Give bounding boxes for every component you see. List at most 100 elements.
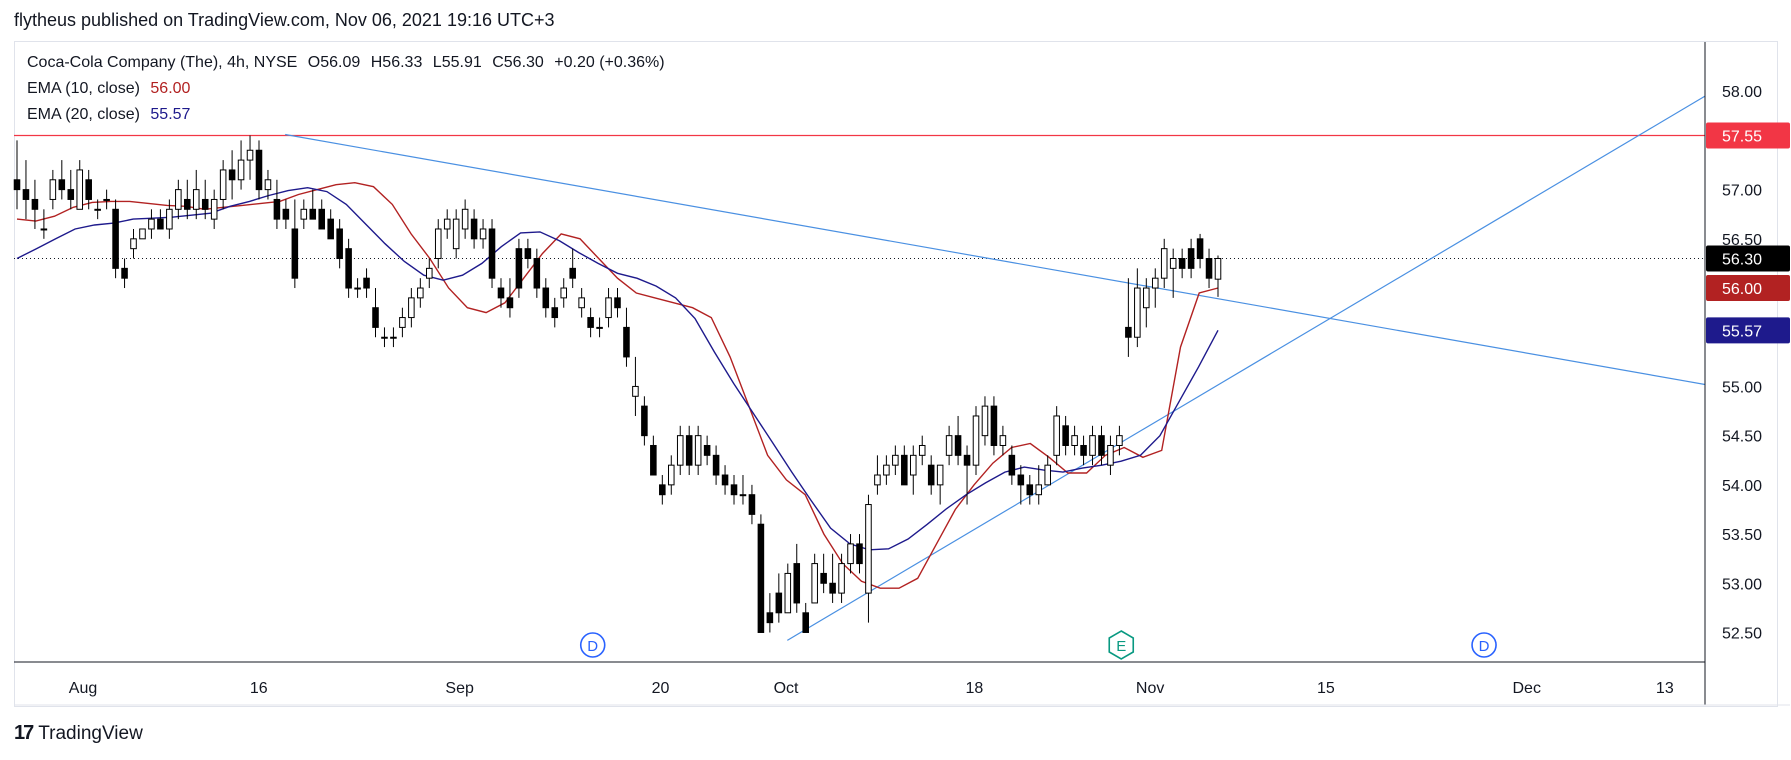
candle-body xyxy=(336,228,343,260)
candle-body xyxy=(470,218,478,240)
candle xyxy=(641,396,648,446)
candle xyxy=(659,475,666,505)
price-label-text: 56.30 xyxy=(1722,252,1762,269)
candle xyxy=(793,543,801,613)
candle-body xyxy=(399,317,406,328)
candle xyxy=(981,396,989,446)
candle xyxy=(748,484,756,525)
candle xyxy=(775,573,783,623)
legend-symbol: Coca-Cola Company (The), 4h, NYSE xyxy=(27,54,298,71)
candle-body xyxy=(945,435,953,456)
candle-body xyxy=(121,267,128,279)
candle xyxy=(721,465,729,495)
candle-body xyxy=(497,287,505,299)
candle-body xyxy=(67,189,75,200)
candle-body xyxy=(228,169,236,181)
candle xyxy=(524,238,532,269)
candle xyxy=(255,140,263,200)
candle xyxy=(614,288,621,318)
chart-frame xyxy=(14,41,1778,707)
x-tick-label-5: 18 xyxy=(965,680,983,697)
candle xyxy=(945,425,953,466)
candle-body xyxy=(246,149,254,161)
candle xyxy=(712,445,720,485)
candle xyxy=(892,445,899,476)
candle xyxy=(533,248,541,298)
candle-body xyxy=(820,572,827,584)
price-label-bg xyxy=(1706,245,1790,272)
candle xyxy=(336,219,343,269)
candle xyxy=(1017,465,1025,505)
candle-body xyxy=(130,238,137,250)
candle-body xyxy=(1196,238,1204,260)
candle xyxy=(40,209,48,239)
candle xyxy=(85,169,92,210)
candle xyxy=(461,199,469,239)
candle xyxy=(1080,435,1087,466)
candle-body xyxy=(40,228,48,231)
candle-body xyxy=(112,208,119,269)
candle xyxy=(954,415,962,466)
price-label-bg xyxy=(1706,275,1790,302)
candle-body xyxy=(157,218,164,230)
candle-body xyxy=(1205,258,1213,279)
tradingview-brand[interactable]: 17 TradingView xyxy=(14,722,143,745)
candle-body xyxy=(461,208,469,230)
candle xyxy=(309,189,317,220)
candle xyxy=(318,199,326,230)
candle-body xyxy=(730,484,738,496)
candle xyxy=(201,179,209,220)
candle-body xyxy=(175,189,182,210)
candle-body xyxy=(703,444,711,456)
candle xyxy=(246,135,254,180)
candle xyxy=(76,160,84,210)
candle xyxy=(354,278,361,298)
candle-body xyxy=(291,228,299,279)
candle xyxy=(157,209,164,230)
x-tick-label-7: 15 xyxy=(1317,680,1335,697)
candle xyxy=(865,494,872,623)
candle-body xyxy=(255,149,263,191)
candle-body xyxy=(327,218,334,240)
candle xyxy=(972,406,980,476)
candle-body xyxy=(650,444,657,476)
candle-body xyxy=(901,454,908,486)
candle-body xyxy=(201,198,209,210)
candle xyxy=(1214,255,1222,297)
candle-body xyxy=(1080,444,1087,456)
candle-body xyxy=(659,484,666,496)
candle-body xyxy=(417,287,424,299)
candle xyxy=(963,445,971,505)
candle-body xyxy=(273,198,281,220)
candle xyxy=(1196,233,1204,269)
candle-body xyxy=(632,385,639,397)
candle-body xyxy=(184,198,191,210)
candle xyxy=(766,593,774,633)
dividend-event-icon-0: D xyxy=(579,632,606,658)
candle xyxy=(918,435,926,466)
candle xyxy=(901,445,908,486)
candle-body xyxy=(192,189,200,210)
legend-ema10-value: 56.00 xyxy=(150,80,191,97)
candle-body xyxy=(569,267,576,279)
candle-body xyxy=(667,464,675,486)
legend-open: O56.09 xyxy=(307,54,361,71)
candle-body xyxy=(847,543,854,565)
candle-body xyxy=(954,435,962,456)
candle-body xyxy=(578,297,585,309)
candle xyxy=(999,425,1007,456)
price-label-last: 56.30 xyxy=(1706,245,1790,272)
candle-body xyxy=(972,415,980,466)
legend-ema10-label: EMA (10, close) xyxy=(27,80,140,97)
candle xyxy=(1143,278,1150,328)
candle-body xyxy=(76,169,84,210)
candle xyxy=(578,288,585,318)
candle-body xyxy=(909,454,917,476)
candle xyxy=(103,189,110,210)
y-tick-label-7: 54.50 xyxy=(1722,429,1762,446)
ema20-line xyxy=(16,186,1219,551)
candle xyxy=(452,209,460,259)
candle xyxy=(936,464,944,505)
candle-body xyxy=(166,208,173,230)
